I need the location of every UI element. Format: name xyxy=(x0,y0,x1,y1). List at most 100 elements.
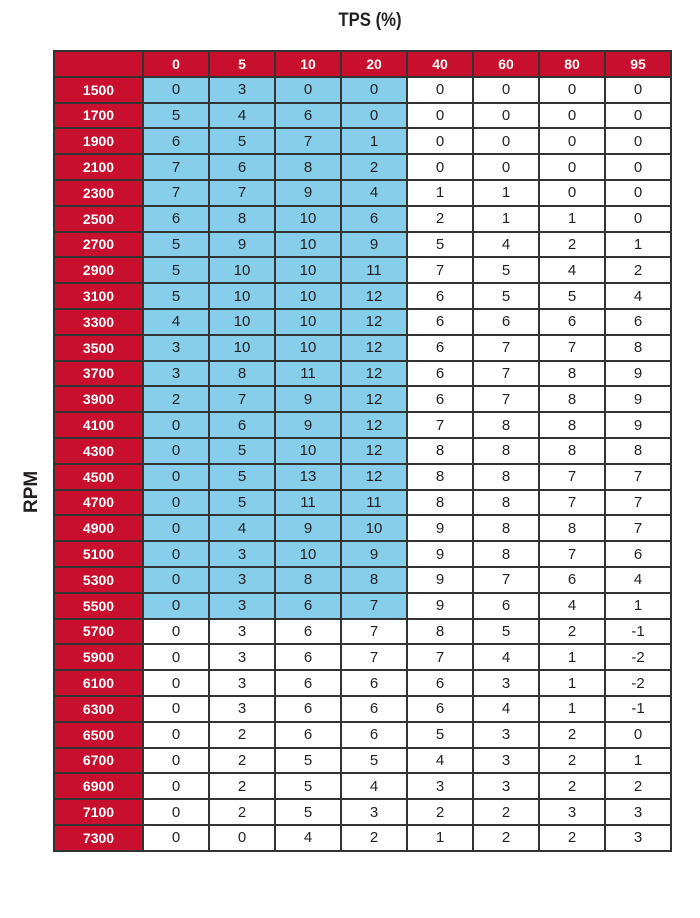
table-cell: 8 xyxy=(472,462,540,491)
table-cell: 1 xyxy=(604,230,672,259)
table-cell: 0 xyxy=(142,746,210,775)
table-cell: 0 xyxy=(142,462,210,491)
table-cell: 7 xyxy=(604,514,672,543)
table-cell: 6 xyxy=(142,204,210,233)
table-cell: 8 xyxy=(406,617,474,646)
table-cell: 0 xyxy=(142,565,210,594)
table-cell: 6 xyxy=(340,694,408,723)
table-row: 5500 0 3 6 7 9 6 4 1 xyxy=(53,591,672,620)
table-cell: 3 xyxy=(208,643,276,672)
row-header: 3500 xyxy=(53,333,144,362)
table-cell: 6 xyxy=(208,153,276,181)
table-cell: 0 xyxy=(142,540,210,568)
table-cell: 4 xyxy=(340,178,408,207)
table-cell: 0 xyxy=(604,720,672,749)
table-cell: 0 xyxy=(538,153,606,181)
table-cell: 4 xyxy=(472,694,540,723)
table-cell: 8 xyxy=(472,411,540,439)
table-cell: 1 xyxy=(472,204,540,233)
table-cell: 2 xyxy=(340,153,408,181)
table-cell: 5 xyxy=(472,617,540,646)
table-cell: 3 xyxy=(604,798,672,826)
table-row: 4700 0 5 11 11 8 8 7 7 xyxy=(53,488,672,517)
row-header: 2500 xyxy=(53,204,144,233)
table-cell: 8 xyxy=(604,436,672,465)
table-cell: 7 xyxy=(472,333,540,362)
table-cell: 7 xyxy=(340,617,408,646)
table-cell: 10 xyxy=(274,307,342,336)
row-header: 2300 xyxy=(53,178,144,207)
header-row: 0 5 10 20 40 60 80 95 xyxy=(53,50,672,78)
column-header: 20 xyxy=(340,50,408,78)
row-header: 5900 xyxy=(53,643,144,672)
table-cell: 0 xyxy=(208,823,276,852)
table-row: 1500 0 3 0 0 0 0 0 0 xyxy=(53,75,672,104)
table-cell: 6 xyxy=(406,359,474,388)
table-cell: 3 xyxy=(142,333,210,362)
table-cell: 8 xyxy=(208,359,276,388)
table-cell: 2 xyxy=(538,772,606,801)
table-cell: 2 xyxy=(538,823,606,852)
table-cell: 6 xyxy=(604,307,672,336)
corner-cell xyxy=(53,50,144,78)
table-cell: 9 xyxy=(406,591,474,620)
table-cell: 12 xyxy=(340,333,408,362)
table-cell: 7 xyxy=(208,385,276,414)
table-cell: 1 xyxy=(472,178,540,207)
table-cell: 5 xyxy=(406,720,474,749)
table-cell: 8 xyxy=(538,411,606,439)
table-cell: 8 xyxy=(406,436,474,465)
table-cell: 10 xyxy=(208,282,276,310)
table-cell: 0 xyxy=(604,75,672,104)
row-header: 3100 xyxy=(53,282,144,310)
table-cell: 0 xyxy=(472,75,540,104)
table-row: 5900 0 3 6 7 7 4 1 -2 xyxy=(53,643,672,672)
row-header: 1900 xyxy=(53,127,144,156)
table-cell: 9 xyxy=(274,385,342,414)
table-row: 6100 0 3 6 6 6 3 1 -2 xyxy=(53,669,672,697)
table-cell: 4 xyxy=(472,230,540,259)
column-header: 40 xyxy=(406,50,474,78)
table-cell: 4 xyxy=(340,772,408,801)
table-cell: 9 xyxy=(208,230,276,259)
table-cell: 8 xyxy=(274,565,342,594)
table-cell: 0 xyxy=(472,153,540,181)
table-cell: 10 xyxy=(274,230,342,259)
table-cell: 0 xyxy=(604,178,672,207)
table-row: 5300 0 3 8 8 9 7 6 4 xyxy=(53,565,672,594)
table-cell: 5 xyxy=(208,127,276,156)
table-cell: 0 xyxy=(142,643,210,672)
table-cell: 10 xyxy=(274,204,342,233)
table-row: 3100 5 10 10 12 6 5 5 4 xyxy=(53,282,672,310)
table-cell: 2 xyxy=(208,720,276,749)
table-cell: 11 xyxy=(340,488,408,517)
table-cell: 6 xyxy=(406,694,474,723)
table-cell: 7 xyxy=(142,153,210,181)
table-cell: 0 xyxy=(142,694,210,723)
table-cell: 4 xyxy=(208,101,276,130)
row-header: 1500 xyxy=(53,75,144,104)
table-cell: 8 xyxy=(472,540,540,568)
table-cell: 9 xyxy=(340,230,408,259)
table-cell: 12 xyxy=(340,307,408,336)
table-cell: 6 xyxy=(274,669,342,697)
table-row: 6700 0 2 5 5 4 3 2 1 xyxy=(53,746,672,775)
table-row: 2900 5 10 10 11 7 5 4 2 xyxy=(53,256,672,285)
table-cell: 1 xyxy=(604,746,672,775)
table-cell: 6 xyxy=(208,411,276,439)
table-cell: 12 xyxy=(340,385,408,414)
table-cell: 1 xyxy=(538,694,606,723)
table-cell: 0 xyxy=(142,798,210,826)
table-row: 5100 0 3 10 9 9 8 7 6 xyxy=(53,540,672,568)
row-header: 5700 xyxy=(53,617,144,646)
table-cell: 6 xyxy=(274,101,342,130)
table-cell: 2 xyxy=(538,617,606,646)
table-cell: 3 xyxy=(472,772,540,801)
table-cell: 1 xyxy=(538,204,606,233)
table-cell: 8 xyxy=(538,385,606,414)
table-cell: 1 xyxy=(340,127,408,156)
column-axis-title: TPS (%) xyxy=(338,10,402,31)
column-header: 5 xyxy=(208,50,276,78)
table-row: 6500 0 2 6 6 5 3 2 0 xyxy=(53,720,672,749)
table-cell: 0 xyxy=(142,669,210,697)
